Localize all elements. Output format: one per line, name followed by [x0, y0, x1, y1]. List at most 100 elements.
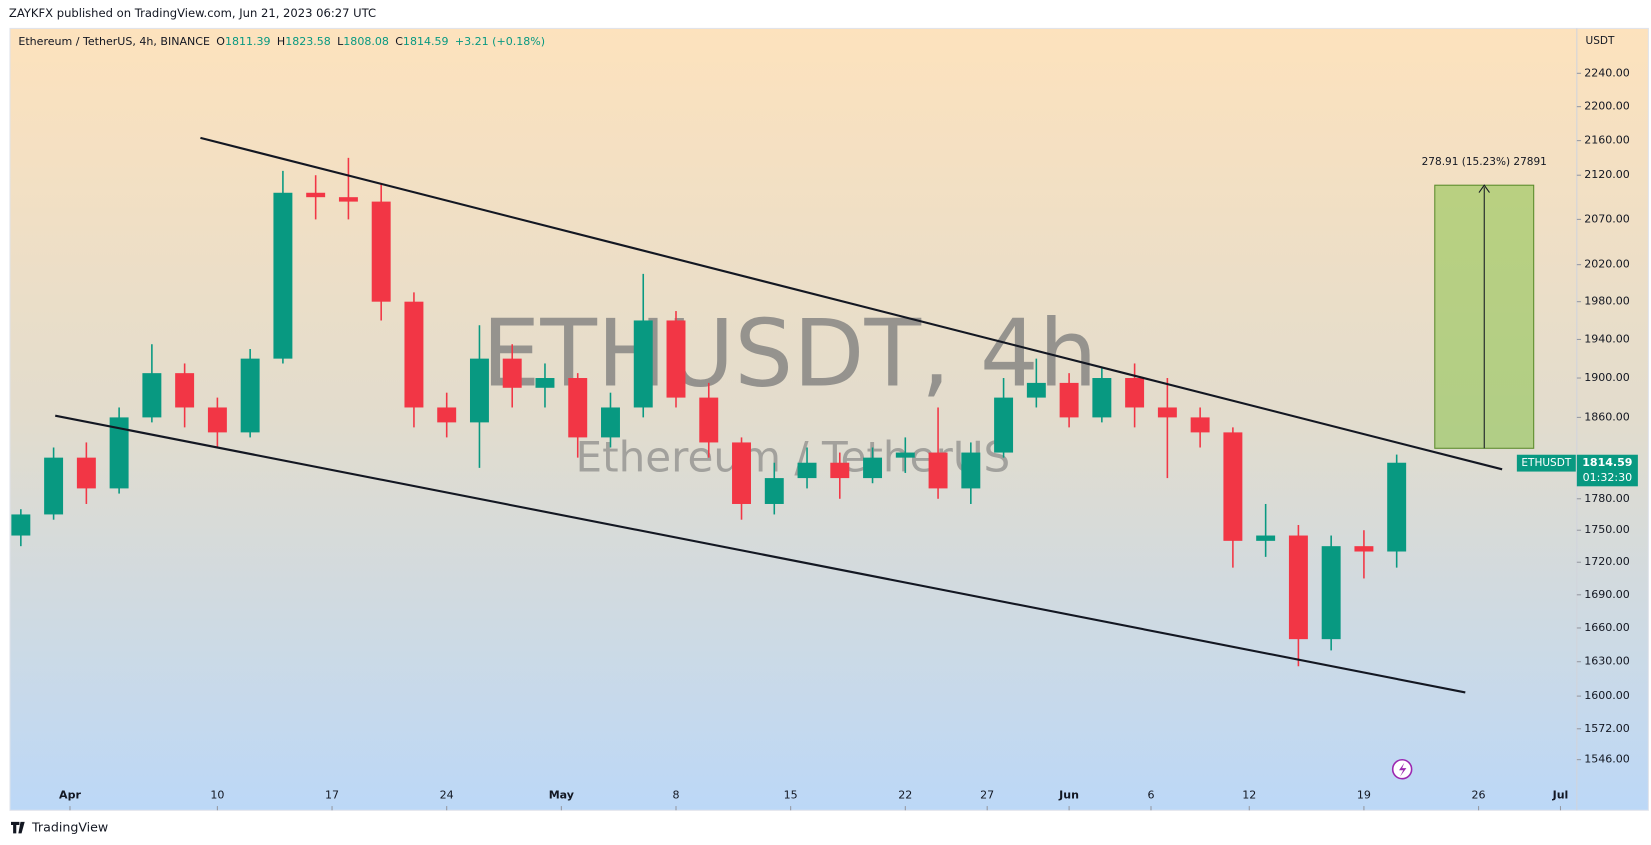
brand: TradingView: [31, 820, 108, 835]
lightning-glyph: [1399, 762, 1407, 777]
tv-logo: [11, 821, 25, 834]
y-tick-label: 2240.00: [1584, 66, 1630, 79]
candle-body: [1288, 535, 1308, 640]
candle-body: [338, 197, 358, 202]
currency: USDT: [1586, 35, 1615, 47]
candles: [11, 157, 1407, 667]
x-tick-label: 19: [1357, 789, 1371, 802]
candle-body: [404, 301, 424, 408]
y-tick-label: 1690.00: [1584, 588, 1630, 601]
y-tick-label: 1600.00: [1584, 689, 1630, 702]
candle-body: [961, 452, 981, 489]
published: ZAYKFX published on TradingView.com, Jun…: [9, 6, 376, 20]
candle-body: [469, 358, 489, 423]
legend-item: Ethereum / TetherUS, 4h, BINANCE: [18, 35, 210, 48]
candle-body: [1190, 417, 1210, 433]
y-tick-label: 1750.00: [1584, 523, 1630, 536]
grid: [69, 72, 1582, 811]
candle-body: [699, 397, 719, 443]
candle-body: [895, 452, 915, 458]
legend-item: 1811.39: [225, 35, 271, 48]
x-tick-label: 22: [898, 789, 912, 802]
legend-item: O: [216, 35, 225, 48]
y-tick-label: 2020.00: [1584, 258, 1630, 271]
y-tick-label: 1630.00: [1584, 655, 1630, 668]
trendline-lower: [55, 414, 1466, 694]
legend: Ethereum / TetherUS, 4h, BINANCE O1811.39…: [18, 35, 545, 48]
x-tick-label: 6: [1147, 789, 1154, 802]
symbol-tag: ETHUSDT: [1521, 457, 1571, 469]
measure-arrowhead: [1478, 184, 1490, 193]
candle-body: [44, 457, 64, 515]
price-tag-bg: [1576, 454, 1638, 487]
candle-body: [207, 407, 227, 433]
candle-body: [1387, 462, 1407, 552]
legend-item: H: [277, 35, 285, 48]
symbol-tag-bg: [1516, 454, 1576, 472]
x-tick-label: 26: [1472, 789, 1486, 802]
x-tick-label: 24: [440, 789, 454, 802]
candle-body: [1092, 378, 1112, 418]
y-tick-label: 2120.00: [1584, 168, 1630, 181]
y-tick-label: 1940.00: [1584, 332, 1630, 345]
x-tick-label: 15: [784, 789, 798, 802]
candle-body: [273, 192, 293, 359]
candle-body: [666, 320, 686, 398]
candle-body: [371, 201, 391, 302]
candle-body: [437, 407, 457, 423]
y-tick-label: 1720.00: [1584, 555, 1630, 568]
candle-body: [1223, 432, 1243, 541]
trendline-upper: [200, 136, 1503, 471]
candle-body: [633, 320, 653, 408]
y-tick-label: 1660.00: [1584, 621, 1630, 634]
candle-body: [994, 397, 1014, 453]
candle-body: [1256, 535, 1276, 541]
candle-body: [1157, 407, 1177, 418]
legend-item: 1808.08: [343, 35, 389, 48]
candle-body: [1026, 382, 1046, 398]
candle-body: [568, 378, 588, 438]
candle-body: [797, 462, 817, 479]
price-tag: ETHUSDT 1814.59 01:32:30: [1516, 454, 1638, 487]
candle-body: [175, 373, 195, 408]
measure-label: 278.91 (15.23%) 27891: [1422, 156, 1547, 168]
candle-body: [1059, 382, 1079, 418]
candle-body: [76, 457, 96, 489]
candle-body: [535, 378, 555, 388]
x-tick-label: 12: [1242, 789, 1256, 802]
last-price: 1814.59: [1582, 456, 1632, 469]
candle-body: [1354, 546, 1374, 552]
candle-body: [1125, 378, 1145, 408]
y-tick-label: 2160.00: [1584, 134, 1630, 147]
x-tick-label: 27: [980, 789, 994, 802]
candle-body: [502, 358, 522, 388]
y-tick-label: 2070.00: [1584, 212, 1630, 225]
y-tick-label: 1572.00: [1584, 722, 1630, 735]
candle-body: [11, 514, 31, 536]
x-tick-label: Apr: [59, 789, 81, 802]
y-tick-label: 1860.00: [1584, 410, 1630, 423]
x-tick-label: 17: [325, 789, 339, 802]
countdown: 01:32:30: [1583, 471, 1633, 484]
x-tick-label: May: [549, 789, 574, 802]
y-tick-label: 1546.00: [1584, 753, 1630, 766]
legend-item: 1823.58: [285, 35, 331, 48]
legend-item: 1814.59: [403, 35, 449, 48]
legend-item: C: [395, 35, 403, 48]
y-tick-label: 1980.00: [1584, 295, 1630, 308]
candle-body: [830, 462, 850, 479]
candle-body: [109, 417, 129, 489]
candle-body: [1321, 546, 1341, 640]
x-tick-label: Jun: [1058, 789, 1079, 802]
y-tick-label: 1780.00: [1584, 492, 1630, 505]
candle-body: [601, 407, 620, 438]
candle-body: [732, 442, 751, 504]
y-tick-label: 2200.00: [1584, 100, 1630, 113]
y-tick-label: 1900.00: [1584, 371, 1630, 384]
candle-body: [928, 452, 948, 489]
candle-body: [142, 373, 162, 418]
x-tick-label: 8: [672, 789, 679, 802]
candle-body: [764, 478, 784, 504]
